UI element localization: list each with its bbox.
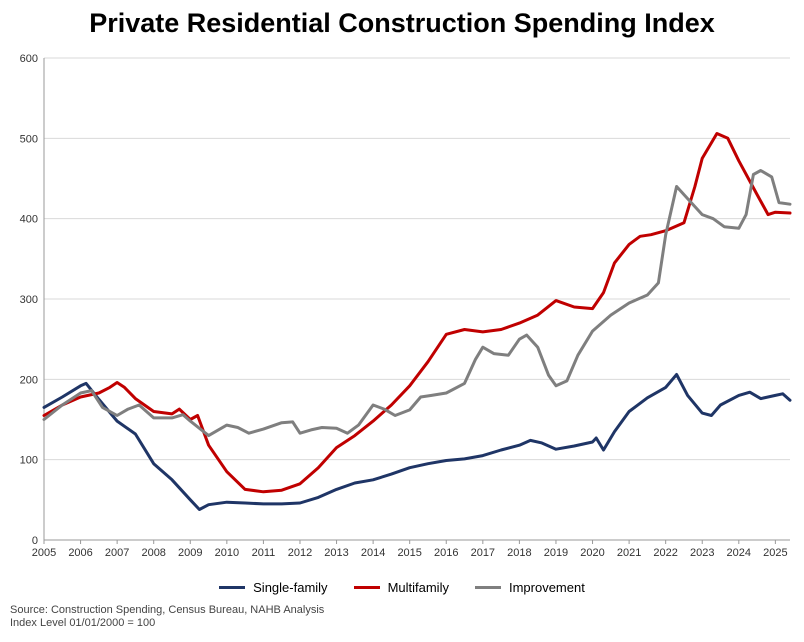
x-tick-label: 2005 <box>32 547 56 559</box>
source-note: Source: Construction Spending, Census Bu… <box>10 604 325 616</box>
legend-swatch-improvement <box>474 586 501 589</box>
x-tick-label: 2020 <box>580 547 604 559</box>
x-tick-label: 2019 <box>544 547 568 559</box>
y-tick-label: 600 <box>20 53 38 65</box>
footer-notes: Source: Construction Spending, Census Bu… <box>10 604 324 630</box>
x-tick-label: 2025 <box>763 547 787 559</box>
x-tick-label: 2014 <box>361 547 385 559</box>
legend-item-multifamily: Multifamily <box>353 580 449 595</box>
legend-label-improvement: Improvement <box>508 580 585 595</box>
x-tick-label: 2008 <box>141 547 165 559</box>
x-tick-label: 2006 <box>68 547 92 559</box>
x-tick-label: 2021 <box>617 547 641 559</box>
legend-label-single-family: Single-family <box>253 580 328 595</box>
x-tick-label: 2013 <box>324 547 348 559</box>
index-note: Index Level 01/01/2000 = 100 <box>10 617 156 629</box>
legend-swatch-single-family <box>219 586 246 589</box>
x-tick-label: 2010 <box>215 547 239 559</box>
series-line-improvement <box>42 169 792 438</box>
x-axis-tick-labels: 2005 2006 2007 2008 2009 2010 2011 2012 2013 2014… <box>32 547 788 559</box>
axes <box>43 58 790 544</box>
legend-label-multifamily: Multifamily <box>387 580 449 595</box>
series-lines <box>42 132 792 511</box>
series-line-multifamily <box>42 132 792 494</box>
x-tick-label: 2007 <box>105 547 129 559</box>
legend-item-improvement: Improvement <box>474 580 585 595</box>
y-axis-tick-labels: 0 100 200 300 400 500 600 <box>20 53 38 547</box>
y-tick-label: 100 <box>20 455 38 467</box>
legend-swatch-multifamily <box>353 586 380 589</box>
x-tick-label: 2015 <box>397 547 421 559</box>
x-tick-label: 2024 <box>727 547 751 559</box>
y-tick-label: 200 <box>20 374 38 386</box>
x-tick-label: 2017 <box>471 547 495 559</box>
y-tick-label: 0 <box>32 535 38 547</box>
legend-item-single-family: Single-family <box>219 580 328 595</box>
x-tick-label: 2012 <box>288 547 312 559</box>
x-tick-label: 2011 <box>252 547 276 559</box>
x-tick-label: 2016 <box>434 547 458 559</box>
legend: Single-family Multifamily Improvement <box>0 580 804 595</box>
x-tick-label: 2023 <box>690 547 714 559</box>
x-tick-label: 2018 <box>507 547 531 559</box>
y-tick-label: 300 <box>20 294 38 306</box>
chart-title: Private Residential Construction Spendin… <box>89 8 715 38</box>
gridlines <box>44 57 790 461</box>
x-tick-label: 2009 <box>178 547 202 559</box>
x-tick-label: 2022 <box>653 547 677 559</box>
y-tick-label: 500 <box>20 133 38 145</box>
series-line-single-family <box>42 373 792 511</box>
y-tick-label: 400 <box>20 214 38 226</box>
